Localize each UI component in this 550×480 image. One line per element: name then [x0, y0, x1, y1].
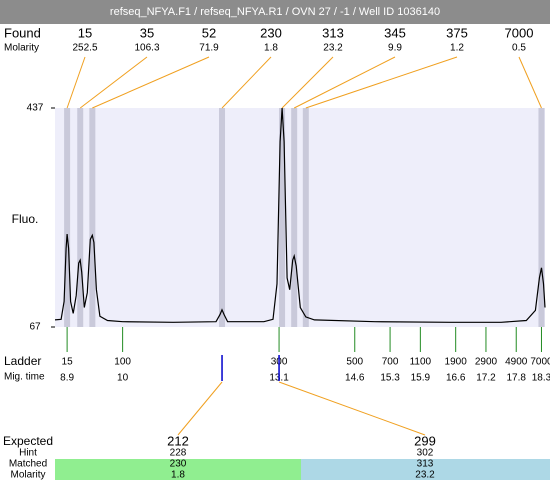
expected-row-label: Matched [9, 459, 47, 470]
found-label: Found [4, 25, 41, 40]
found-size: 7000 [505, 25, 534, 40]
found-molarity: 23.2 [323, 43, 343, 54]
ladder-size: 1900 [445, 357, 468, 368]
mig-time: 18.3 [532, 373, 550, 384]
peak-band [279, 108, 286, 327]
found-size: 230 [260, 25, 282, 40]
found-size: 15 [78, 25, 92, 40]
ladder-size: 100 [114, 357, 131, 368]
plot-area [55, 108, 545, 327]
mig-time: 15.9 [411, 373, 431, 384]
mig-time: 17.8 [507, 373, 527, 384]
found-size: 313 [322, 25, 344, 40]
ladder-size: 2900 [475, 357, 498, 368]
peak-band [219, 108, 226, 327]
found-size: 52 [202, 25, 216, 40]
peak-connector [281, 56, 334, 109]
peak-connector [293, 56, 396, 109]
mig-time: 16.6 [446, 373, 466, 384]
mig-time: 15.3 [380, 373, 400, 384]
found-molarity: 0.5 [512, 43, 526, 54]
mig-time: 10 [117, 373, 129, 384]
y-tick-label: 67 [29, 322, 41, 333]
expected-connector [278, 381, 426, 436]
mig-time: 17.2 [476, 373, 496, 384]
peak-band [291, 108, 298, 327]
ladder-size: 500 [346, 357, 363, 368]
match-band [301, 459, 550, 480]
peak-connector [221, 56, 272, 109]
ladder-size: 7000 [530, 357, 550, 368]
expected-hint: 302 [417, 448, 434, 459]
peak-connector [305, 56, 458, 109]
expected-molarity: 23.2 [415, 470, 435, 480]
ladder-label: Ladder [4, 354, 41, 368]
y-tick-label: 437 [27, 103, 44, 114]
found-molarity: 106.3 [134, 43, 159, 54]
found-molarity: 252.5 [72, 43, 97, 54]
peak-band [302, 108, 309, 327]
molarity-label: Molarity [4, 43, 39, 54]
expected-molarity: 1.8 [171, 470, 185, 480]
expected-matched: 313 [417, 459, 434, 470]
found-molarity: 1.2 [450, 43, 464, 54]
peak-connector [79, 56, 148, 109]
ladder-size: 4900 [505, 357, 528, 368]
peak-connector [518, 56, 542, 109]
expected-connector [177, 381, 223, 436]
found-molarity: 71.9 [199, 43, 219, 54]
peak-band [89, 108, 96, 327]
found-size: 345 [384, 25, 406, 40]
ladder-size: 700 [382, 357, 399, 368]
ladder-size: 15 [62, 357, 74, 368]
mig-time: 14.6 [345, 373, 365, 384]
ladder-size: 1100 [410, 357, 432, 368]
title: refseq_NFYA.F1 / refseq_NFYA.R1 / OVN 27… [110, 6, 440, 18]
found-molarity: 9.9 [388, 43, 402, 54]
y-label: Fluo. [12, 212, 39, 226]
expected-row-label: Hint [19, 448, 37, 459]
expected-row-label: Molarity [10, 470, 45, 480]
peak-band [64, 108, 71, 327]
expected-expected: 299 [414, 433, 436, 448]
expected-hint: 228 [170, 448, 187, 459]
expected-expected: 212 [167, 433, 189, 448]
match-band [55, 459, 301, 480]
found-molarity: 1.8 [264, 43, 278, 54]
found-size: 35 [140, 25, 154, 40]
found-size: 375 [446, 25, 468, 40]
peak-connector [66, 56, 86, 109]
expected-matched: 230 [170, 459, 187, 470]
title-bar [0, 0, 550, 24]
trace [54, 107, 546, 323]
peak-band [538, 108, 545, 327]
mig-time: 8.9 [60, 373, 74, 384]
peak-connector [92, 56, 210, 109]
peak-band [77, 108, 84, 327]
mig-time-label: Mig. time [4, 372, 45, 383]
expected-row-label: Expected [3, 434, 53, 448]
